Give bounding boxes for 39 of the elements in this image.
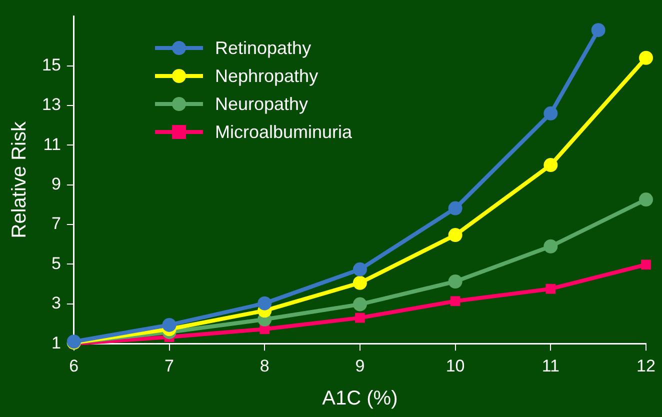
point: [448, 228, 462, 242]
x-tick-label: 6: [69, 356, 79, 376]
y-tick-label: 1: [51, 333, 61, 352]
x-axis-title: A1C (%): [322, 388, 398, 410]
point: [450, 296, 460, 306]
point: [544, 239, 558, 254]
point: [544, 158, 558, 172]
legend-label: Nephropathy: [215, 65, 318, 88]
point: [641, 260, 651, 270]
y-axis-title: Relative Risk: [8, 120, 31, 238]
x-tick-label: 9: [355, 356, 365, 376]
point: [352, 276, 367, 290]
y-tick-label: 7: [51, 214, 61, 234]
point: [352, 262, 367, 276]
point: [591, 23, 606, 38]
y-tick-label: 9: [51, 174, 61, 194]
legend-label: Neuropathy: [215, 93, 308, 116]
point: [639, 192, 653, 207]
x-tick-label: 8: [260, 356, 270, 376]
point: [352, 297, 367, 312]
x-tick-label: 11: [542, 356, 560, 376]
point: [448, 201, 462, 216]
point: [448, 274, 462, 288]
point: [544, 106, 558, 120]
y-tick-label: 15: [42, 55, 61, 74]
legend-label: Microalbuminuria: [215, 121, 352, 144]
x-tick-label: 12: [636, 356, 656, 376]
point: [162, 318, 176, 332]
legend-label: Retinopathy: [215, 37, 312, 60]
point: [258, 296, 272, 310]
point: [355, 312, 365, 323]
y-tick-label: 13: [42, 95, 61, 114]
y-tick-label: 11: [43, 134, 61, 154]
x-tick-label: 10: [446, 356, 465, 376]
x-tick-label: 7: [164, 356, 174, 376]
point: [546, 284, 556, 294]
y-tick-label: 5: [51, 254, 61, 273]
y-tick-label: 3: [51, 294, 61, 313]
point: [639, 50, 653, 65]
